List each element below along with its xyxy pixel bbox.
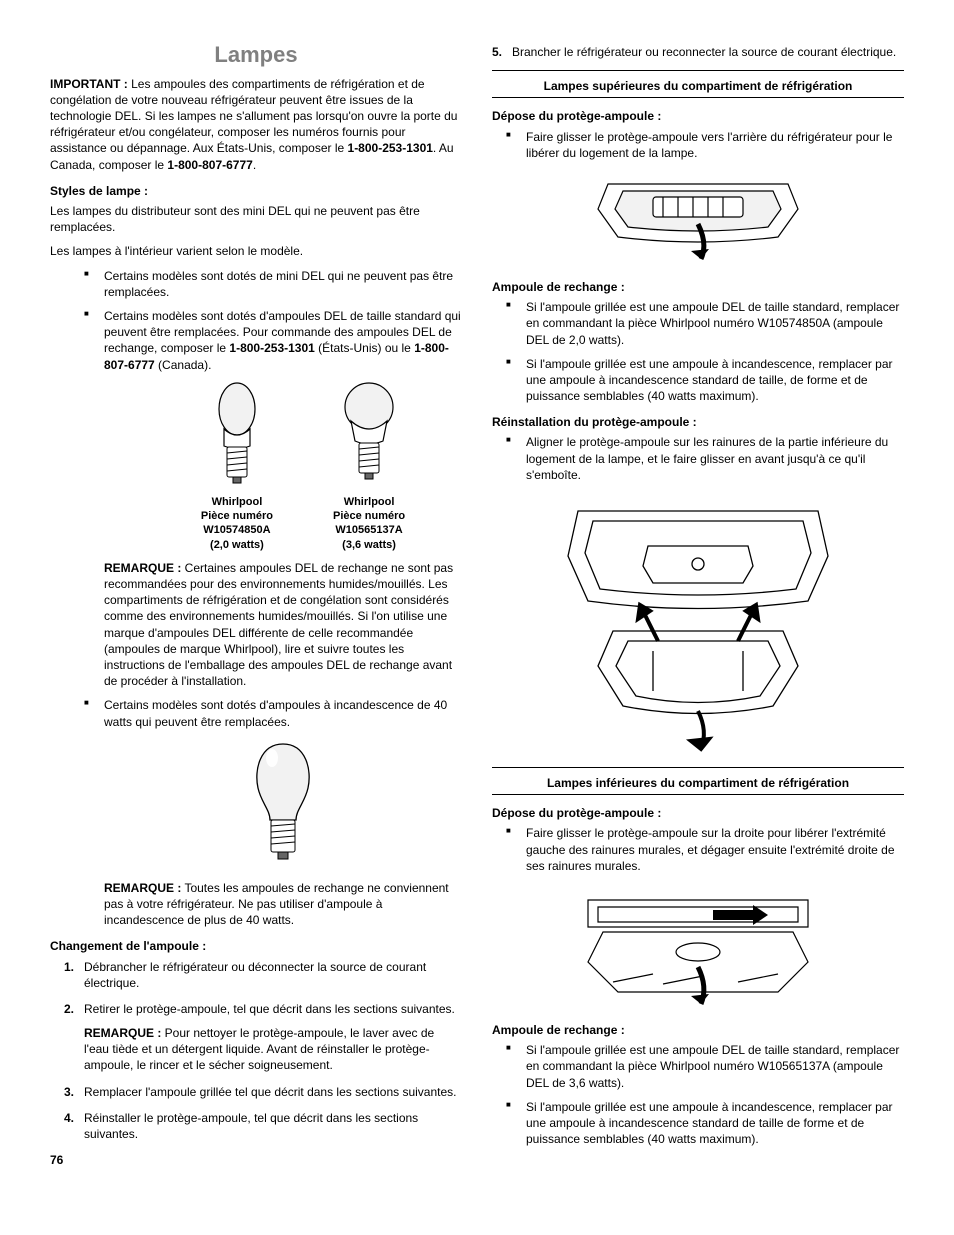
incandescent-figure	[104, 740, 462, 870]
sec1-remove-list: Faire glisser le protège-ampoule vers l'…	[492, 129, 904, 161]
phone-us: 1-800-253-1301	[348, 141, 433, 155]
bullet-text-mid: (États-Unis) ou le	[315, 341, 414, 355]
bulb1-part-label: Pièce numéro	[201, 509, 273, 523]
styles-heading: Styles de lampe :	[50, 183, 462, 199]
step-item: 2. Retirer le protège-ampoule, tel que dé…	[64, 1001, 462, 1074]
sec1-remove-head: Dépose du protège-ampoule :	[492, 108, 904, 124]
note1-text: Certaines ampoules DEL de rechange ne so…	[104, 561, 453, 688]
step-text: Retirer le protège-ampoule, tel que décr…	[84, 1002, 455, 1016]
list-item: Faire glisser le protège-ampoule vers l'…	[506, 129, 904, 161]
phone-ca: 1-800-807-6777	[167, 158, 252, 172]
note-2: REMARQUE : Toutes les ampoules de rechan…	[104, 880, 462, 929]
bullet-text: Si l'ampoule grillée est une ampoule DEL…	[526, 1043, 899, 1089]
lower-shield-diagram	[573, 882, 823, 1012]
sec2-repl-list: Si l'ampoule grillée est une ampoule DEL…	[492, 1042, 904, 1147]
step-item: 5. Brancher le réfrigérateur ou reconnect…	[492, 44, 904, 60]
bulb1-brand: Whirlpool	[201, 495, 273, 509]
step-num: 1.	[64, 959, 74, 975]
step-item: 3. Remplacer l'ampoule grillée tel que dé…	[64, 1084, 462, 1100]
list-item: Certains modèles sont dotés d'ampoules à…	[84, 697, 462, 928]
left-column: Lampes IMPORTANT : Les ampoules des comp…	[50, 40, 462, 1168]
shield-remove-diagram	[583, 169, 813, 269]
step-item: 1. Débrancher le réfrigérateur ou déconne…	[64, 959, 462, 991]
bulb2-watts: (3,6 watts)	[333, 538, 405, 552]
section-title-upper: Lampes supérieures du compartiment de ré…	[492, 75, 904, 98]
change-steps-cont: 5. Brancher le réfrigérateur ou reconnect…	[492, 44, 904, 60]
list-item: Aligner le protège-ampoule sur les rainu…	[506, 434, 904, 483]
list-item: Si l'ampoule grillée est une ampoule à i…	[506, 356, 904, 405]
step-text: Réinstaller le protège-ampoule, tel que …	[84, 1111, 418, 1141]
sec1-reinst-head: Réinstallation du protège-ampoule :	[492, 414, 904, 430]
step-num: 4.	[64, 1110, 74, 1126]
styles-p1: Les lampes du distributeur sont des mini…	[50, 203, 462, 235]
bullet-text: Aligner le protège-ampoule sur les rainu…	[526, 435, 888, 481]
bullet-text-end: (Canada).	[155, 358, 212, 372]
important-label: IMPORTANT :	[50, 77, 128, 91]
change-steps: 1. Débrancher le réfrigérateur ou déconne…	[50, 959, 462, 1143]
bullet-text: Si l'ampoule grillée est une ampoule DEL…	[526, 300, 899, 346]
step-num: 2.	[64, 1001, 74, 1017]
change-heading: Changement de l'ampoule :	[50, 938, 462, 954]
bulb-1: Whirlpool Pièce numéro W10574850A (2,0 w…	[201, 381, 273, 552]
bulb2-part: W10565137A	[333, 523, 405, 537]
page-title: Lampes	[50, 40, 462, 70]
bulb2-part-label: Pièce numéro	[333, 509, 405, 523]
note-1: REMARQUE : Certaines ampoules DEL de rec…	[104, 560, 462, 690]
sec2-repl-head: Ampoule de rechange :	[492, 1022, 904, 1038]
bullet-text: Si l'ampoule grillée est une ampoule à i…	[526, 1100, 893, 1146]
note2-label: REMARQUE :	[104, 881, 181, 895]
step-item: 4. Réinstaller le protège-ampoule, tel qu…	[64, 1110, 462, 1142]
bulb1-part: W10574850A	[201, 523, 273, 537]
important-paragraph: IMPORTANT : Les ampoules des compartimen…	[50, 76, 462, 173]
step2-note-label: REMARQUE :	[84, 1026, 161, 1040]
list-item: Si l'ampoule grillée est une ampoule DEL…	[506, 1042, 904, 1091]
list-item: Certains modèles sont dotés de mini DEL …	[84, 268, 462, 300]
led-bulb-icon	[339, 381, 399, 491]
incandescent-bulb-icon	[248, 740, 318, 870]
bullet-text: Si l'ampoule grillée est une ampoule à i…	[526, 357, 893, 403]
bullet-text: Faire glisser le protège-ampoule vers l'…	[526, 130, 892, 160]
step-text: Remplacer l'ampoule grillée tel que décr…	[84, 1085, 456, 1099]
bulb1-watts: (2,0 watts)	[201, 538, 273, 552]
list-item: Si l'ampoule grillée est une ampoule à i…	[506, 1099, 904, 1148]
important-text-3: .	[253, 158, 256, 172]
sec2-remove-head: Dépose du protège-ampoule :	[492, 805, 904, 821]
shield-reinstall-diagram	[558, 491, 838, 761]
bulb-figure-row: Whirlpool Pièce numéro W10574850A (2,0 w…	[144, 381, 462, 552]
divider	[492, 70, 904, 71]
styles-list: Certains modèles sont dotés de mini DEL …	[50, 268, 462, 929]
note1-label: REMARQUE :	[104, 561, 181, 575]
bulb-2: Whirlpool Pièce numéro W10565137A (3,6 w…	[333, 381, 405, 552]
step-num: 5.	[492, 44, 502, 60]
bulb2-brand: Whirlpool	[333, 495, 405, 509]
bullet-text: Certains modèles sont dotés d'ampoules à…	[104, 698, 447, 728]
page-number: 76	[50, 1152, 462, 1168]
list-item: Faire glisser le protège-ampoule sur la …	[506, 825, 904, 874]
list-item: Si l'ampoule grillée est une ampoule DEL…	[506, 299, 904, 348]
step-text: Débrancher le réfrigérateur ou déconnect…	[84, 960, 426, 990]
page-columns: Lampes IMPORTANT : Les ampoules des comp…	[50, 40, 904, 1168]
phone-us-2: 1-800-253-1301	[229, 341, 314, 355]
led-bulb-icon	[212, 381, 262, 491]
sec1-reinst-list: Aligner le protège-ampoule sur les rainu…	[492, 434, 904, 483]
bullet-text: Certains modèles sont dotés de mini DEL …	[104, 269, 453, 299]
step2-note: REMARQUE : Pour nettoyer le protège-ampo…	[84, 1025, 462, 1074]
step-text: Brancher le réfrigérateur ou reconnecter…	[512, 45, 896, 59]
list-item: Certains modèles sont dotés d'ampoules D…	[84, 308, 462, 689]
sec1-repl-head: Ampoule de rechange :	[492, 279, 904, 295]
bullet-text: Faire glisser le protège-ampoule sur la …	[526, 826, 895, 872]
right-column: 5. Brancher le réfrigérateur ou reconnect…	[492, 40, 904, 1168]
step-num: 3.	[64, 1084, 74, 1100]
sec2-remove-list: Faire glisser le protège-ampoule sur la …	[492, 825, 904, 874]
styles-p2: Les lampes à l'intérieur varient selon l…	[50, 243, 462, 259]
section-title-lower: Lampes inférieures du compartiment de ré…	[492, 772, 904, 795]
sec1-repl-list: Si l'ampoule grillée est une ampoule DEL…	[492, 299, 904, 404]
divider	[492, 767, 904, 768]
